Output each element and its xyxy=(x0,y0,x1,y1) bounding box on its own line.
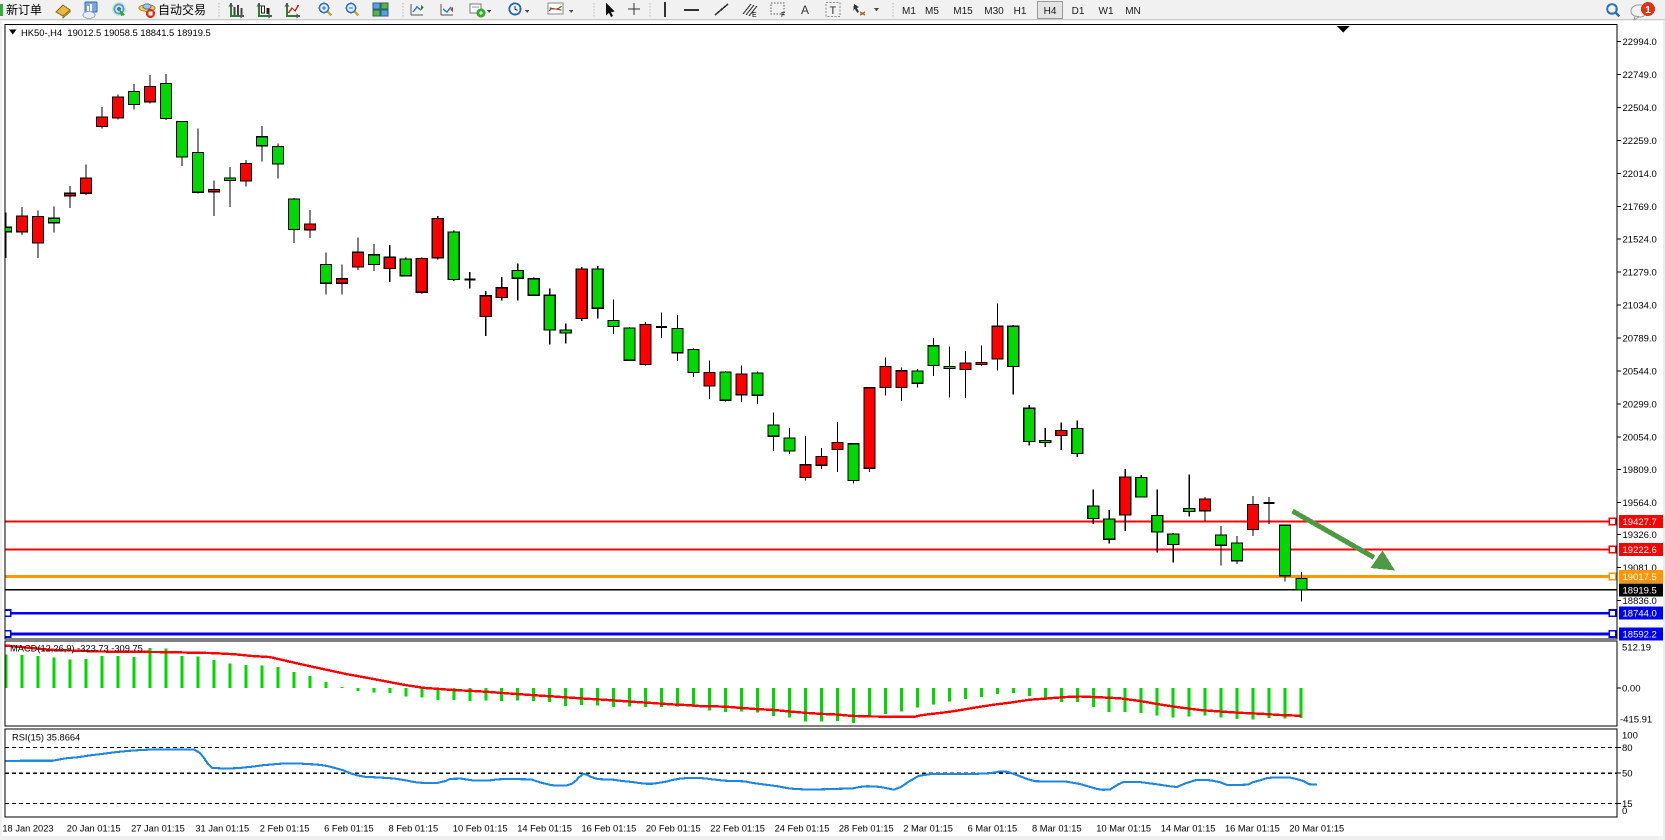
svg-text:MN: MN xyxy=(1125,6,1141,17)
svg-text:18836.0: 18836.0 xyxy=(1623,596,1657,607)
svg-text:31 Jan 01:15: 31 Jan 01:15 xyxy=(195,824,249,834)
svg-text:8 Feb 01:15: 8 Feb 01:15 xyxy=(389,824,439,834)
svg-text:18 Jan 2023: 18 Jan 2023 xyxy=(2,824,53,834)
svg-text:22259.0: 22259.0 xyxy=(1623,136,1657,147)
svg-text:H1: H1 xyxy=(1014,6,1027,17)
svg-text:20054.0: 20054.0 xyxy=(1623,432,1657,443)
svg-text:8 Mar 01:15: 8 Mar 01:15 xyxy=(1032,824,1082,834)
svg-text:MACD(12,26,9) -323.73 -309.75: MACD(12,26,9) -323.73 -309.75 xyxy=(10,644,143,654)
svg-text:16 Mar 01:15: 16 Mar 01:15 xyxy=(1225,824,1280,834)
svg-text:6 Feb 01:15: 6 Feb 01:15 xyxy=(324,824,374,834)
svg-text:22 Feb 01:15: 22 Feb 01:15 xyxy=(710,824,765,834)
svg-text:M15: M15 xyxy=(953,6,973,17)
svg-text:20789.0: 20789.0 xyxy=(1623,334,1657,345)
svg-text:A: A xyxy=(801,3,809,17)
svg-text:512.19: 512.19 xyxy=(1622,643,1651,654)
svg-text:H4: H4 xyxy=(1044,6,1057,17)
svg-text:22504.0: 22504.0 xyxy=(1623,103,1657,114)
svg-text:新订单: 新订单 xyxy=(6,2,42,17)
svg-text:-415.91: -415.91 xyxy=(1620,715,1652,726)
svg-text:2 Feb 01:15: 2 Feb 01:15 xyxy=(260,824,310,834)
svg-text:28 Feb 01:15: 28 Feb 01:15 xyxy=(839,824,894,834)
svg-text:22749.0: 22749.0 xyxy=(1623,70,1657,81)
svg-text:18744.0: 18744.0 xyxy=(1623,609,1657,620)
svg-text:M5: M5 xyxy=(925,6,939,17)
svg-text:21034.0: 21034.0 xyxy=(1623,301,1657,312)
svg-text:M1: M1 xyxy=(902,6,916,17)
svg-text:W1: W1 xyxy=(1099,6,1114,17)
svg-text:RSI(15) 35.8664: RSI(15) 35.8664 xyxy=(12,733,80,743)
svg-text:14 Feb 01:15: 14 Feb 01:15 xyxy=(517,824,572,834)
svg-text:6 Mar 01:15: 6 Mar 01:15 xyxy=(968,824,1018,834)
svg-text:50: 50 xyxy=(1622,769,1633,780)
svg-text:24 Feb 01:15: 24 Feb 01:15 xyxy=(775,824,830,834)
svg-text:14 Mar 01:15: 14 Mar 01:15 xyxy=(1161,824,1216,834)
svg-text:0: 0 xyxy=(1622,806,1627,817)
svg-text:22994.0: 22994.0 xyxy=(1623,37,1657,48)
svg-text:19564.0: 19564.0 xyxy=(1623,498,1657,509)
svg-text:21279.0: 21279.0 xyxy=(1623,268,1657,279)
svg-text:M30: M30 xyxy=(984,6,1004,17)
svg-text:10 Mar 01:15: 10 Mar 01:15 xyxy=(1096,824,1151,834)
svg-text:0.00: 0.00 xyxy=(1622,683,1641,694)
svg-text:自动交易: 自动交易 xyxy=(158,2,206,17)
svg-text:18919.5: 18919.5 xyxy=(1623,585,1657,596)
svg-text:80: 80 xyxy=(1622,743,1633,754)
svg-text:1: 1 xyxy=(1645,4,1651,16)
svg-text:19081.0: 19081.0 xyxy=(1623,563,1657,574)
svg-text:100: 100 xyxy=(1622,731,1638,742)
svg-text:19326.0: 19326.0 xyxy=(1623,530,1657,541)
svg-text:D1: D1 xyxy=(1072,6,1085,17)
svg-text:22014.0: 22014.0 xyxy=(1623,169,1657,180)
svg-text:27 Jan 01:15: 27 Jan 01:15 xyxy=(131,824,185,834)
svg-text:HK50-,H4 19012.5 19058.5 1884: HK50-,H4 19012.5 19058.5 18841.5 18919.5 xyxy=(21,27,211,38)
svg-text:19809.0: 19809.0 xyxy=(1623,465,1657,476)
svg-text:20 Feb 01:15: 20 Feb 01:15 xyxy=(646,824,701,834)
svg-text:20299.0: 20299.0 xyxy=(1623,399,1657,410)
svg-text:19222.6: 19222.6 xyxy=(1623,545,1657,556)
svg-text:16 Feb 01:15: 16 Feb 01:15 xyxy=(582,824,637,834)
svg-text:10 Feb 01:15: 10 Feb 01:15 xyxy=(453,824,508,834)
svg-text:19427.7: 19427.7 xyxy=(1623,517,1657,528)
svg-text:T: T xyxy=(830,5,837,17)
svg-text:20 Jan 01:15: 20 Jan 01:15 xyxy=(67,824,121,834)
svg-text:E: E xyxy=(752,12,757,19)
svg-text:2 Mar 01:15: 2 Mar 01:15 xyxy=(903,824,953,834)
svg-text:20 Mar 01:15: 20 Mar 01:15 xyxy=(1289,824,1344,834)
svg-text:F: F xyxy=(781,12,785,19)
svg-text:15: 15 xyxy=(1622,799,1633,810)
svg-text:21524.0: 21524.0 xyxy=(1623,235,1657,246)
svg-text:21769.0: 21769.0 xyxy=(1623,202,1657,213)
svg-text:19017.5: 19017.5 xyxy=(1623,572,1657,583)
svg-text:20544.0: 20544.0 xyxy=(1623,366,1657,377)
svg-text:18592.2: 18592.2 xyxy=(1623,629,1657,640)
